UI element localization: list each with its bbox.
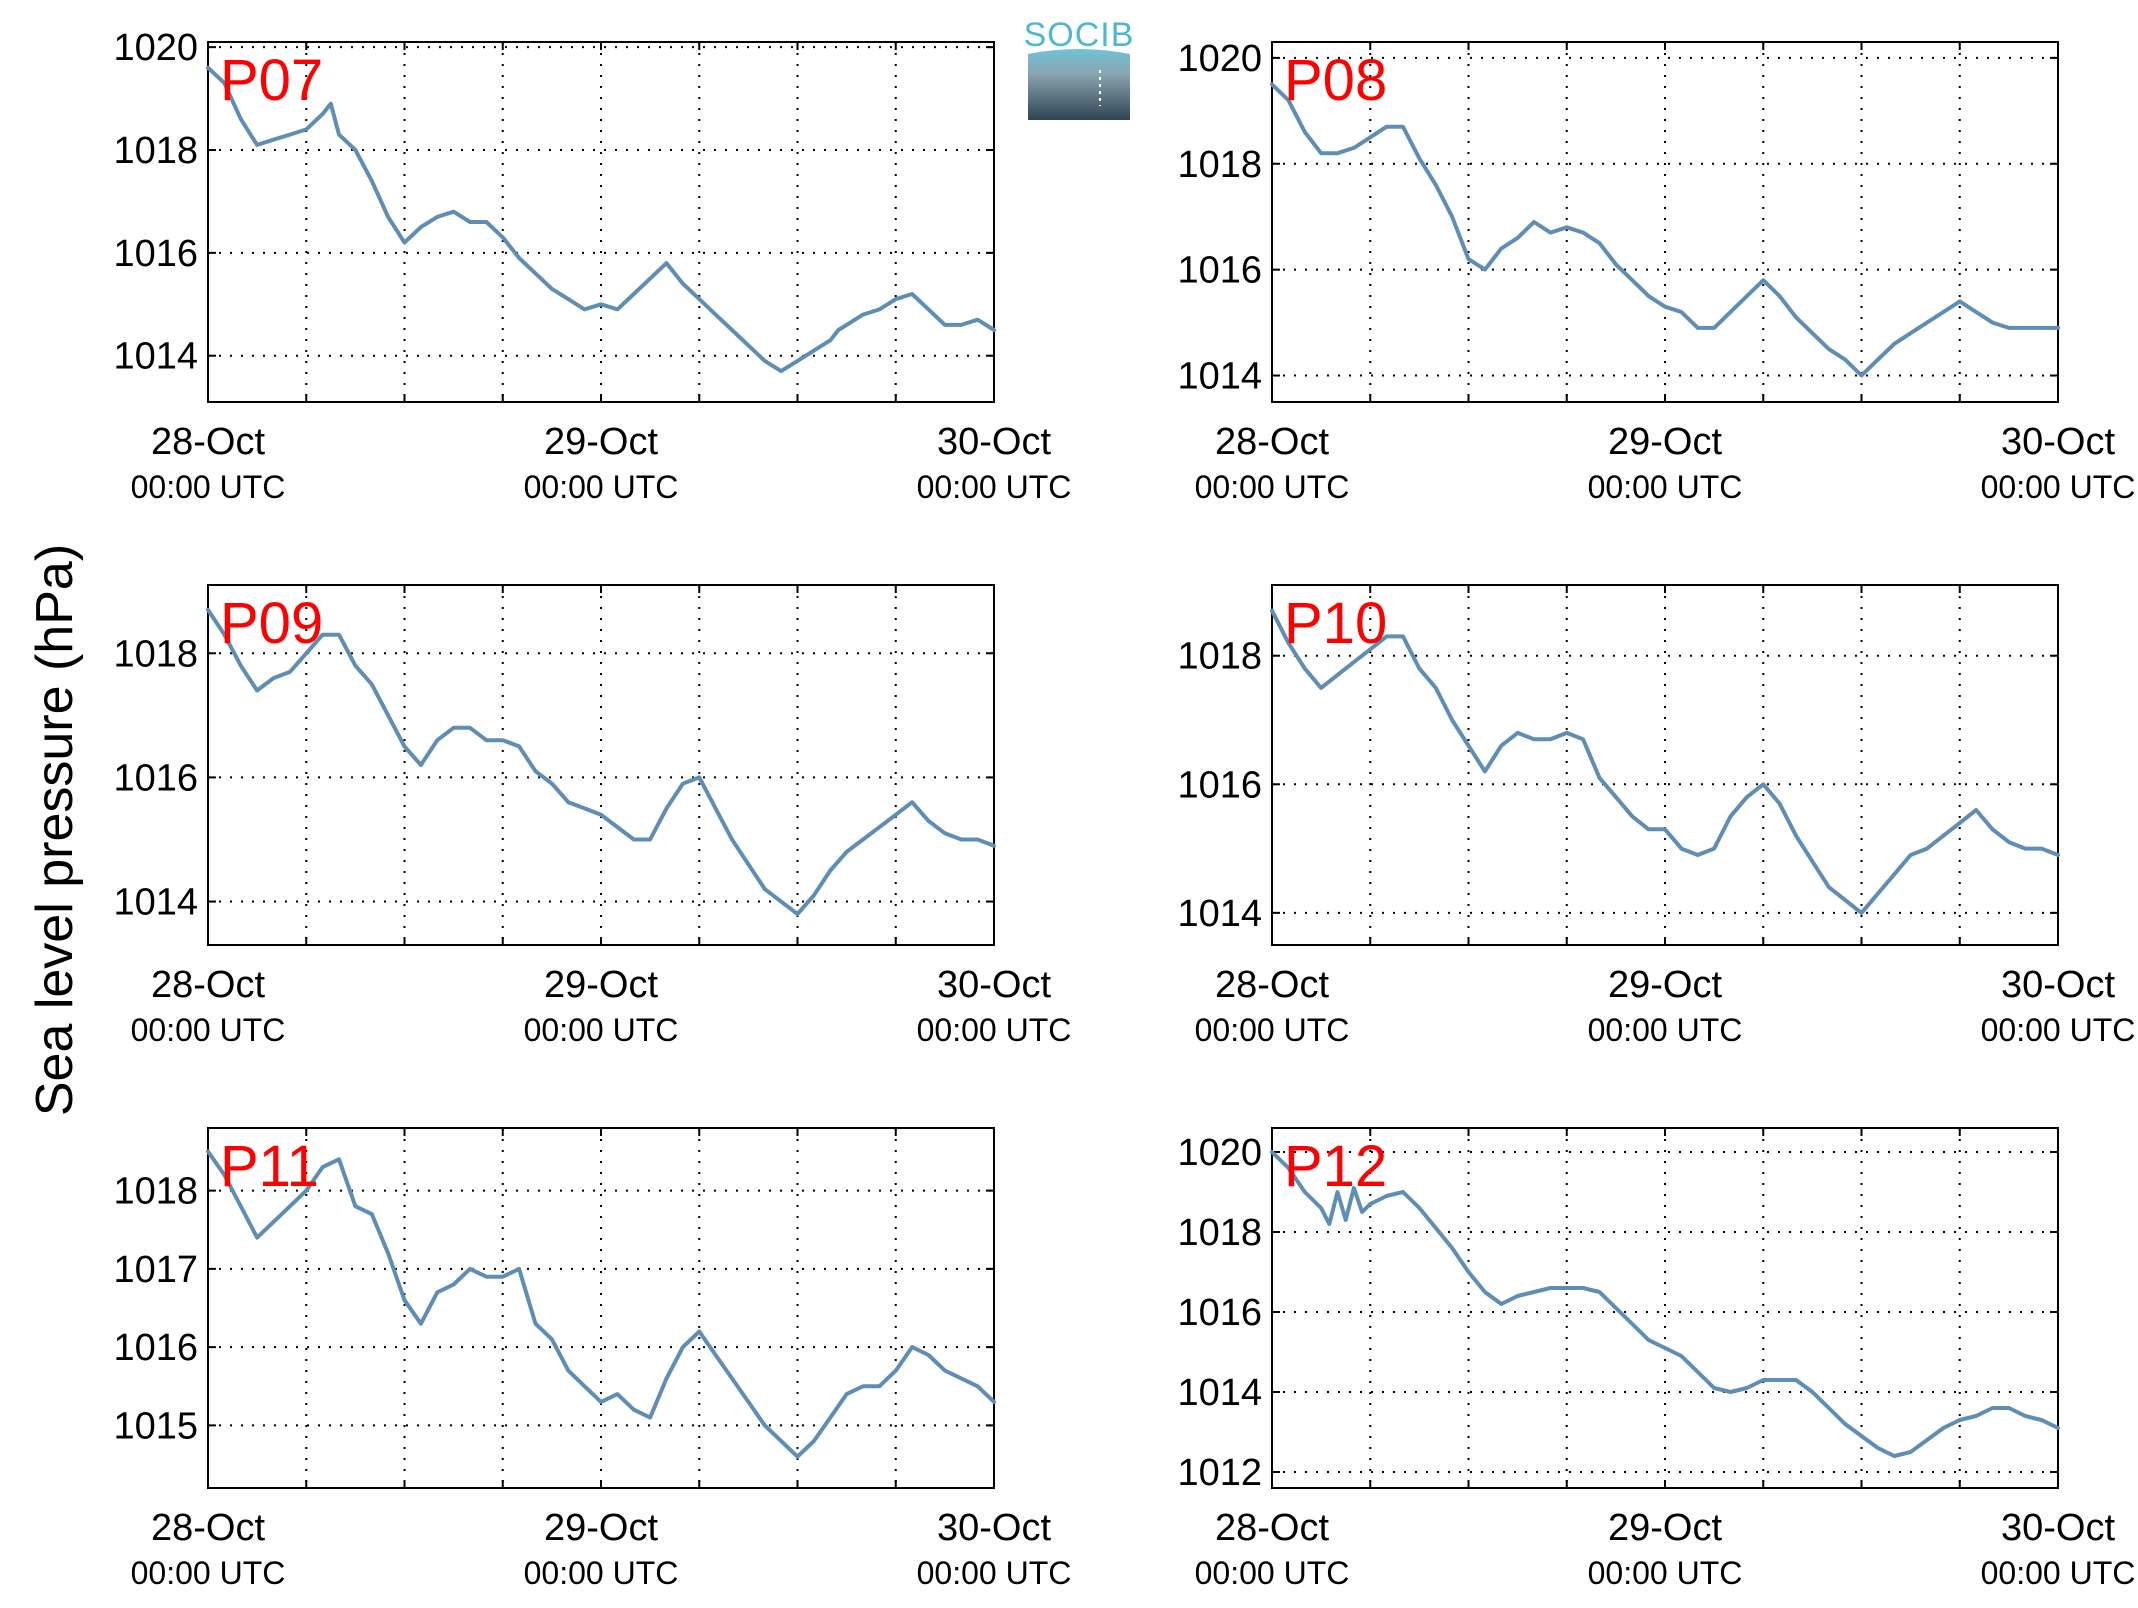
y-tick-label: 1018 xyxy=(1177,144,1262,186)
socib-logo: SOCIB xyxy=(1024,16,1135,120)
series-line xyxy=(1270,608,2060,915)
panel-label: P12 xyxy=(1284,1134,1387,1199)
x-tick-label: 28-Oct xyxy=(1215,421,1329,463)
y-tick-label: 1020 xyxy=(113,27,198,69)
x-tick-sublabel: 00:00 UTC xyxy=(917,1012,1072,1048)
y-tick-label: 1018 xyxy=(1177,636,1262,678)
y-tick-label: 1016 xyxy=(1177,764,1262,806)
plot-frame xyxy=(1271,1127,2059,1489)
y-tick-label: 1017 xyxy=(113,1249,198,1291)
x-tick-sublabel: 00:00 UTC xyxy=(524,469,679,505)
x-tick-sublabel: 00:00 UTC xyxy=(1195,469,1350,505)
y-tick-label: 1015 xyxy=(113,1405,198,1447)
y-tick-label: 1018 xyxy=(113,633,198,675)
panel-label: P07 xyxy=(220,48,323,113)
x-tick-sublabel: 00:00 UTC xyxy=(1195,1555,1350,1591)
x-tick-sublabel: 00:00 UTC xyxy=(1981,1555,2136,1591)
x-tick-label: 30-Oct xyxy=(2001,1507,2115,1549)
y-tick-label: 1014 xyxy=(1177,893,1262,935)
y-tick-label: 1016 xyxy=(113,233,198,275)
series-line xyxy=(206,607,996,916)
x-tick-label: 29-Oct xyxy=(1608,421,1722,463)
y-axis-label: Sea level pressure (hPa) xyxy=(26,544,84,1116)
x-tick-label: 29-Oct xyxy=(544,964,658,1006)
plot-frame xyxy=(207,41,995,403)
x-tick-sublabel: 00:00 UTC xyxy=(524,1555,679,1591)
x-tick-label: 30-Oct xyxy=(937,964,1051,1006)
y-tick-label: 1020 xyxy=(1177,38,1262,80)
chart-panel-p11: 1015 1016 1017 1018 28-Oct 00:00 UTC 29-Oct 00:… xyxy=(113,1127,1072,1591)
y-tick-label: 1014 xyxy=(1177,1372,1262,1414)
y-tick-label: 1018 xyxy=(1177,1212,1262,1254)
series-line xyxy=(1270,1150,2060,1458)
panel-label: P10 xyxy=(1284,591,1387,656)
chart-panel-p12: 1012 1014 1016 1018 1020 28-Oct 00:00 UTC 29-Oc… xyxy=(1177,1127,2136,1591)
x-tick-label: 29-Oct xyxy=(1608,964,1722,1006)
x-tick-sublabel: 00:00 UTC xyxy=(1981,469,2136,505)
socib-logo-text: SOCIB xyxy=(1024,16,1135,54)
x-tick-sublabel: 00:00 UTC xyxy=(917,1555,1072,1591)
chart-panel-p09: 1014 1016 1018 28-Oct 00:00 UTC 29-Oct 00:00 U… xyxy=(113,584,1072,1048)
y-tick-label: 1016 xyxy=(113,1327,198,1369)
y-tick-label: 1018 xyxy=(113,130,198,172)
plot-frame xyxy=(1271,584,2059,946)
plot-frame xyxy=(207,584,995,946)
x-tick-sublabel: 00:00 UTC xyxy=(131,1555,286,1591)
y-tick-label: 1020 xyxy=(1177,1132,1262,1174)
series-line xyxy=(1270,82,2060,378)
x-tick-sublabel: 00:00 UTC xyxy=(1588,1012,1743,1048)
x-tick-label: 28-Oct xyxy=(1215,1507,1329,1549)
chart-panel-p10: 1014 1016 1018 28-Oct 00:00 UTC 29-Oct 00:00 U… xyxy=(1177,584,2136,1048)
socib-logo-wave-icon xyxy=(1028,49,1130,120)
x-tick-label: 30-Oct xyxy=(2001,964,2115,1006)
series-line xyxy=(206,1149,996,1459)
y-tick-label: 1018 xyxy=(113,1171,198,1213)
x-tick-label: 28-Oct xyxy=(151,964,265,1006)
y-tick-label: 1014 xyxy=(113,336,198,378)
x-tick-label: 29-Oct xyxy=(544,1507,658,1549)
x-tick-sublabel: 00:00 UTC xyxy=(1981,1012,2136,1048)
x-tick-sublabel: 00:00 UTC xyxy=(524,1012,679,1048)
y-tick-label: 1014 xyxy=(1177,356,1262,398)
x-tick-sublabel: 00:00 UTC xyxy=(131,1012,286,1048)
x-tick-label: 29-Oct xyxy=(1608,1507,1722,1549)
x-tick-label: 30-Oct xyxy=(937,1507,1051,1549)
x-tick-label: 28-Oct xyxy=(151,421,265,463)
x-tick-sublabel: 00:00 UTC xyxy=(1195,1012,1350,1048)
x-tick-label: 28-Oct xyxy=(1215,964,1329,1006)
chart-panel-p07: 1014 1016 1018 1020 28-Oct 00:00 UTC 29-Oct 00:… xyxy=(113,27,1071,505)
panel-label: P08 xyxy=(1284,48,1387,113)
x-tick-sublabel: 00:00 UTC xyxy=(1588,469,1743,505)
panel-label: P09 xyxy=(220,591,323,656)
x-tick-label: 30-Oct xyxy=(2001,421,2115,463)
x-tick-sublabel: 00:00 UTC xyxy=(1588,1555,1743,1591)
y-tick-label: 1016 xyxy=(1177,1292,1262,1334)
y-tick-label: 1014 xyxy=(113,882,198,924)
plot-frame xyxy=(207,1127,995,1489)
chart-panel-p08: 1014 1016 1018 1020 28-Oct 00:00 UTC 29-Oct 00:… xyxy=(1177,38,2135,505)
x-tick-label: 30-Oct xyxy=(937,421,1051,463)
x-tick-label: 28-Oct xyxy=(151,1507,265,1549)
series-line xyxy=(206,65,996,374)
x-tick-label: 29-Oct xyxy=(544,421,658,463)
x-tick-sublabel: 00:00 UTC xyxy=(131,469,286,505)
plot-frame xyxy=(1271,41,2059,403)
panel-label: P11 xyxy=(220,1134,319,1199)
x-tick-sublabel: 00:00 UTC xyxy=(917,469,1072,505)
y-tick-label: 1016 xyxy=(1177,250,1262,292)
y-tick-label: 1012 xyxy=(1177,1452,1262,1494)
y-tick-label: 1016 xyxy=(113,757,198,799)
